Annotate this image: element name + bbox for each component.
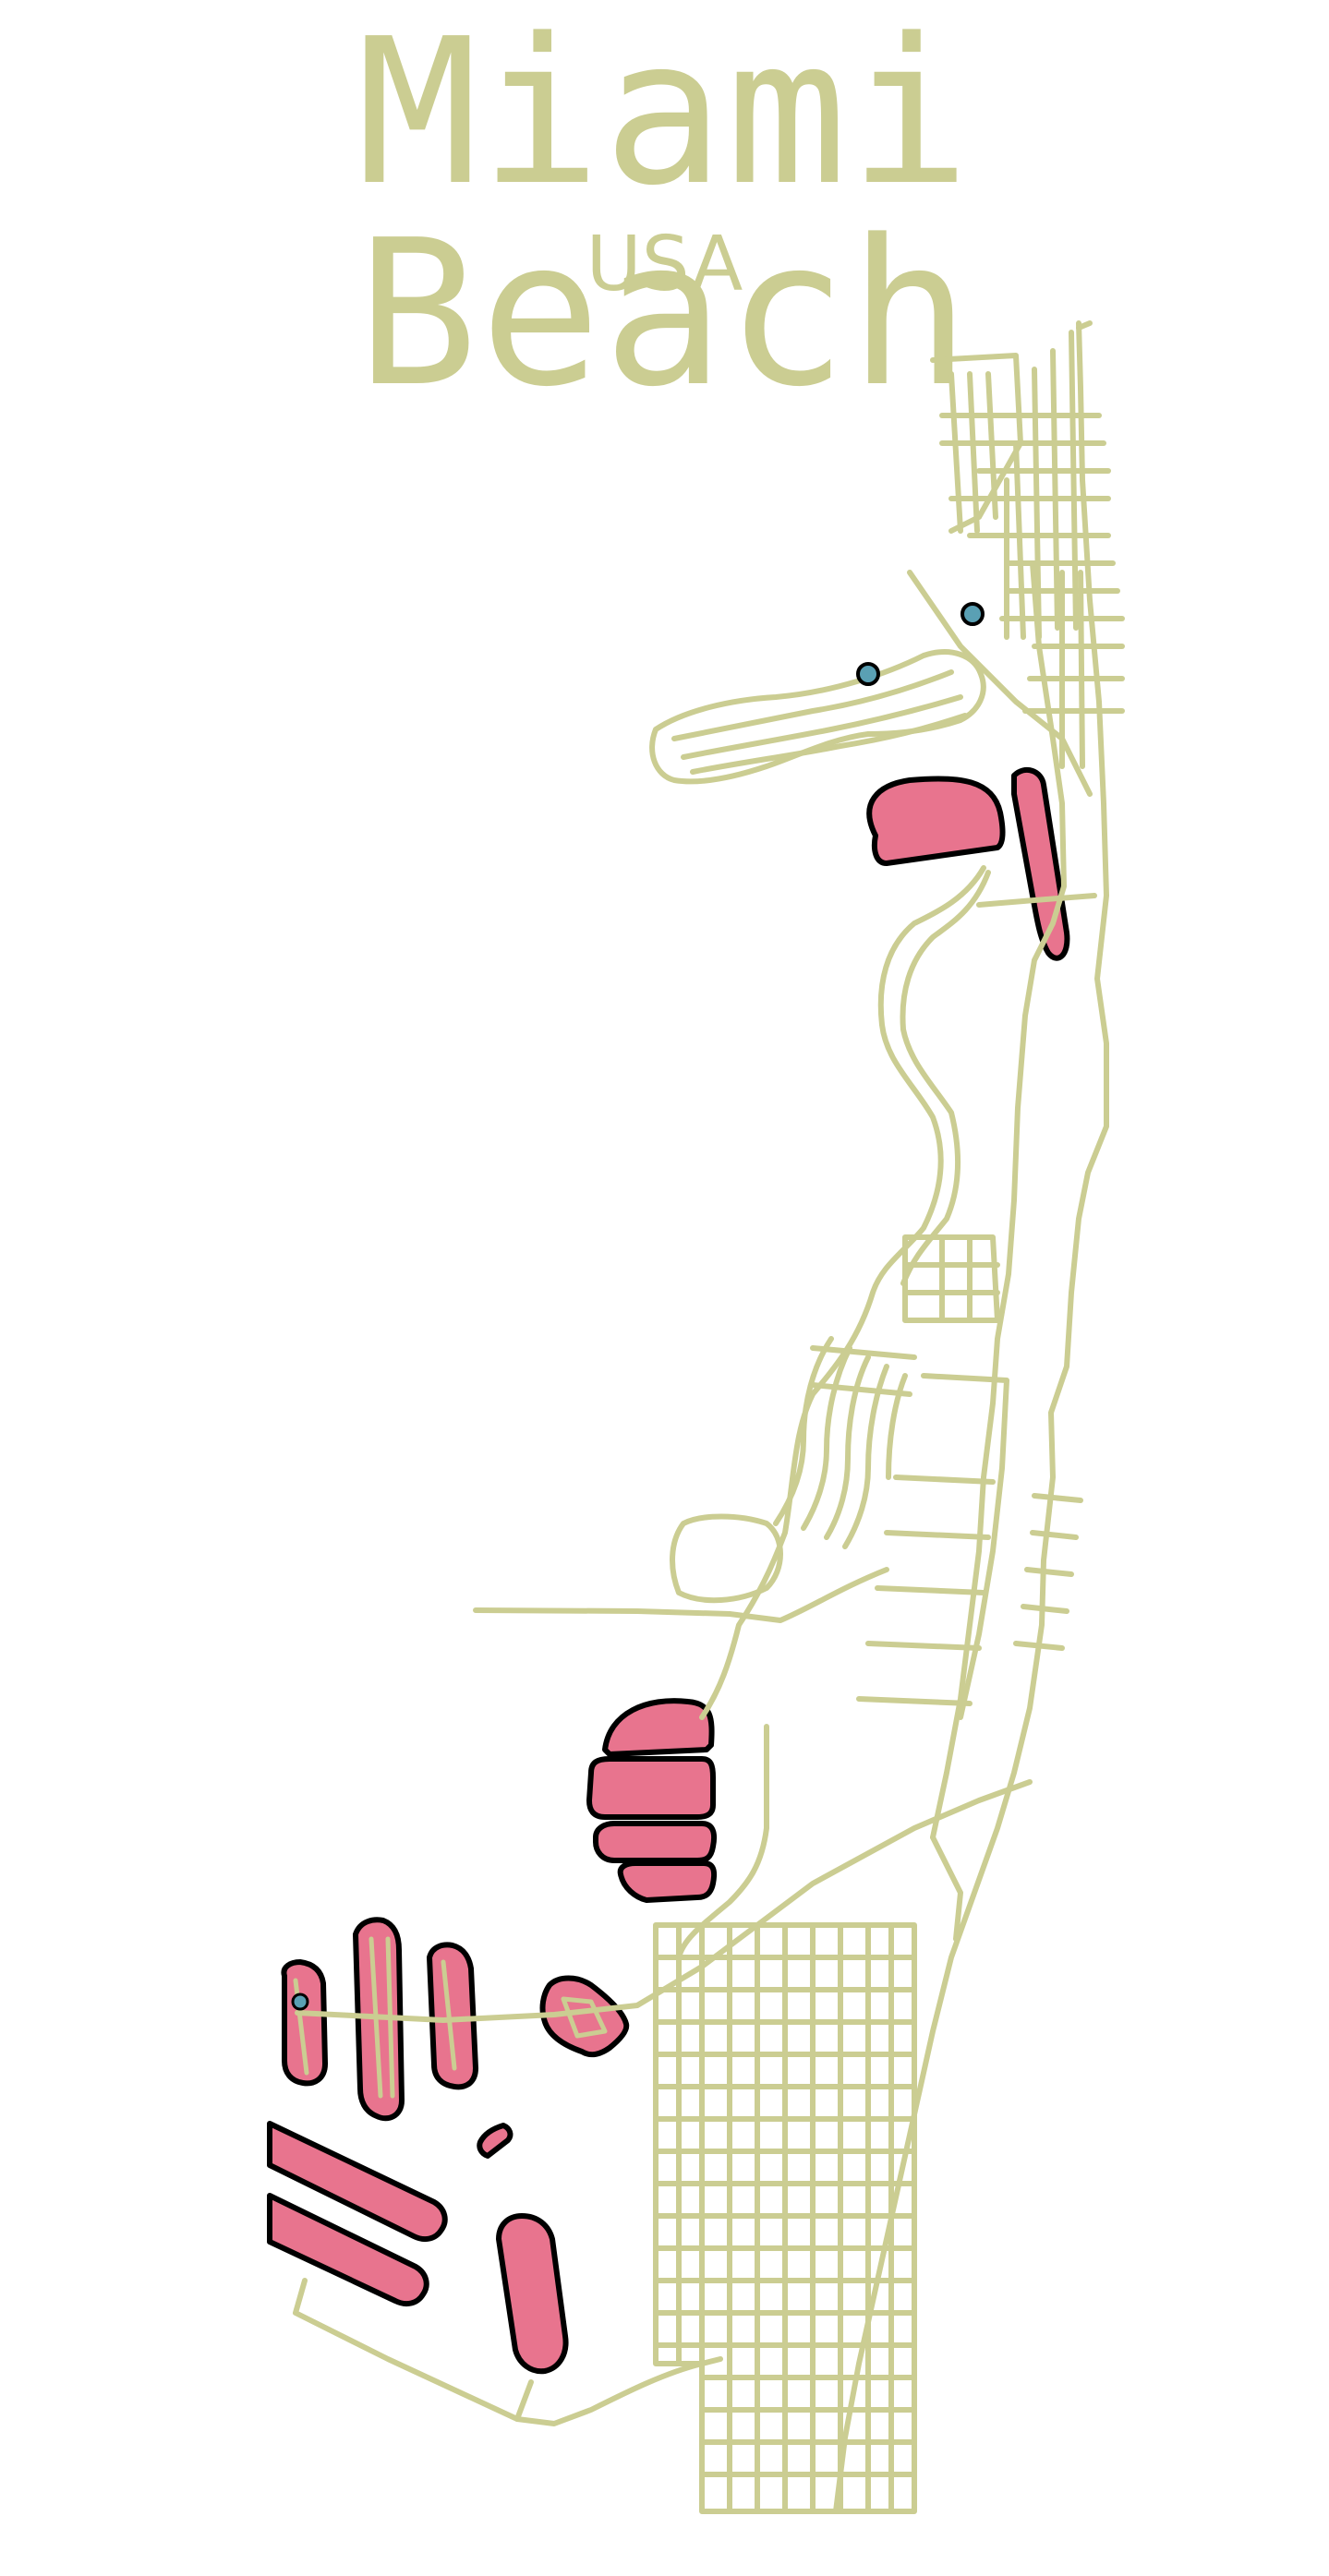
road-bp-1: [773, 1336, 834, 1526]
island-venetian-3: [593, 1821, 718, 1863]
poster-title: Miami Beach: [356, 0, 973, 431]
island-small: [477, 2123, 513, 2159]
road-nb-2: [948, 371, 963, 534]
road-indian-creek: [930, 560, 1067, 1840]
island-north-bay: [866, 776, 1006, 866]
road-bp-5: [886, 1373, 908, 1480]
poster-subtitle: USA: [586, 221, 743, 308]
water-features: [291, 602, 985, 2011]
road-bp-3: [824, 1354, 871, 1540]
island-venetian-4: [617, 1860, 718, 1903]
island-fisher-3: [496, 2213, 569, 2375]
road-nb-8: [1013, 440, 1026, 640]
road-normandy-inner-1: [671, 669, 954, 741]
road-nb-21: [1076, 320, 1093, 331]
road-nb-3: [967, 371, 980, 534]
island-venetian-2: [586, 1756, 716, 1820]
road-isle-loop: [670, 1513, 783, 1604]
island-fisher-2: [267, 2193, 429, 2307]
road-mid-7: [1032, 1493, 1083, 1503]
road-nb-5: [1050, 348, 1060, 631]
road-dodge-2: [368, 1936, 383, 2099]
road-normandy-inner-3: [690, 713, 968, 775]
road-dodge-2b: [385, 1936, 395, 2099]
road-bp-2: [801, 1345, 852, 1531]
road-mid-2: [893, 1475, 996, 1485]
road-julia-tuttle: [473, 1567, 889, 1623]
road-mid-10: [1021, 1604, 1069, 1614]
road-south-pointe: [293, 2278, 723, 2426]
road-alton-2: [900, 870, 991, 1286]
road-mid-11: [1013, 1641, 1065, 1651]
road-nb-23: [1078, 570, 1085, 769]
road-normandy-inner-2: [681, 694, 963, 760]
road-collins: [833, 320, 1109, 2514]
road-mid-12: [930, 1835, 963, 1942]
road-mid-9: [1024, 1567, 1074, 1577]
islands: [267, 766, 1070, 2375]
water-dot-dodge: [291, 1992, 309, 2011]
road-mid-5: [865, 1641, 982, 1651]
road-mid-4: [875, 1585, 986, 1595]
road-alton: [699, 865, 986, 1720]
road-nb-6: [1069, 330, 1079, 631]
road-bp-6: [810, 1345, 917, 1360]
road-mid-6: [856, 1696, 973, 1706]
island-venetian-1: [602, 1698, 715, 1757]
road-port-stub: [514, 2379, 534, 2422]
road-bp-7: [810, 1382, 912, 1397]
road-star-loop: [561, 1996, 608, 2039]
road-sb-grid-frame: [653, 1922, 917, 2514]
island-dodge-1: [281, 1959, 328, 2087]
road-north-crossing: [976, 893, 1097, 908]
road-venetian: [676, 1724, 769, 1960]
island-fisher-1: [267, 2121, 448, 2243]
road-normandy: [649, 649, 986, 785]
roads: [293, 320, 1125, 2514]
road-mid-8: [1030, 1530, 1079, 1540]
road-mid-3: [884, 1530, 991, 1540]
road-dodge-3: [441, 1959, 457, 2071]
water-dot-normandy: [856, 662, 880, 686]
island-dodge-3: [427, 1942, 478, 2090]
water-dot-north: [961, 602, 985, 626]
road-north-diag: [907, 570, 1093, 797]
